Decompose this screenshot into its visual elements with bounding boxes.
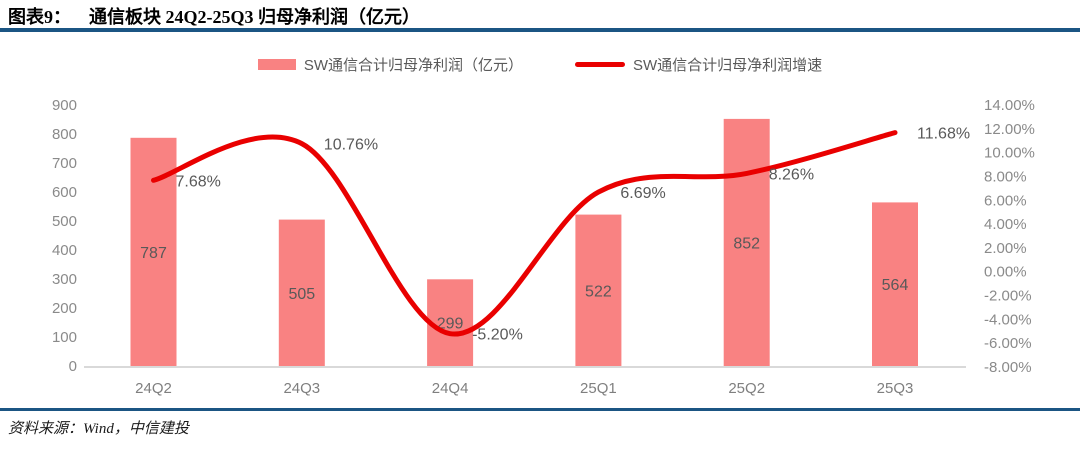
growth-label-25Q2: 8.26%: [769, 166, 814, 183]
y-axis-right-tick-14.00%: 14.00%: [984, 97, 1035, 114]
bar-value-label-24Q3: 505: [288, 286, 315, 303]
legend-item-bar: SW通信合计归母净利润（亿元）: [257, 54, 523, 75]
x-axis-label-25Q2: 25Q2: [728, 380, 765, 397]
growth-label-25Q3: 11.68%: [917, 126, 970, 143]
x-axis-label-24Q3: 24Q3: [283, 380, 320, 397]
y-axis-right-tick--2.00%: -2.00%: [984, 288, 1032, 305]
bar-value-label-25Q3: 564: [882, 277, 909, 294]
legend-item-line: SW通信合计归母净利润增速: [575, 54, 822, 75]
growth-label-24Q2: 7.68%: [176, 173, 221, 190]
y-axis-right-tick--4.00%: -4.00%: [984, 311, 1032, 328]
y-axis-right-tick-8.00%: 8.00%: [984, 169, 1027, 186]
legend-line-label: SW通信合计归母净利润增速: [633, 56, 823, 74]
y-axis-left-tick-900: 900: [52, 97, 77, 114]
y-axis-left-tick-300: 300: [52, 271, 77, 288]
y-axis-right-tick-12.00%: 12.00%: [984, 121, 1035, 138]
title-rule: [0, 28, 1080, 32]
bar-value-label-24Q2: 787: [140, 245, 167, 262]
y-axis-right-tick--8.00%: -8.00%: [984, 359, 1032, 376]
y-axis-left-tick-100: 100: [52, 329, 77, 346]
x-axis-label-24Q2: 24Q2: [135, 380, 172, 397]
growth-line: [151, 130, 898, 337]
bar-24Q4: [427, 279, 474, 366]
growth-label-25Q1: 6.69%: [620, 185, 665, 202]
figure-label: 图表9：: [8, 7, 71, 27]
y-axis-right-tick-6.00%: 6.00%: [984, 192, 1027, 209]
x-axis-label-25Q3: 25Q3: [877, 380, 914, 397]
y-axis-right-tick-4.00%: 4.00%: [984, 216, 1027, 233]
footer-rule: [0, 408, 1080, 411]
y-axis-left-tick-0: 0: [69, 358, 77, 375]
figure-title: 通信板块 24Q2-25Q3 归母净利润（亿元）: [89, 7, 420, 27]
y-axis-right-tick-0.00%: 0.00%: [984, 264, 1027, 281]
bar-24Q3: [278, 219, 325, 366]
bar-25Q1: [575, 214, 622, 366]
y-axis-right-tick-10.00%: 10.00%: [984, 145, 1035, 162]
bar-value-label-25Q2: 852: [733, 236, 760, 253]
bar-swatch-icon: [257, 58, 296, 70]
y-axis-right-tick--6.00%: -6.00%: [984, 335, 1032, 352]
y-axis-left-tick-400: 400: [52, 242, 77, 259]
legend-bar-label: SW通信合计归母净利润（亿元）: [303, 56, 523, 74]
bar-value-label-24Q4: 299: [437, 316, 464, 333]
y-axis-left-tick-200: 200: [52, 300, 77, 317]
y-axis-left-tick-700: 700: [52, 155, 77, 172]
y-axis-left-tick-600: 600: [52, 184, 77, 201]
x-axis-label-25Q1: 25Q1: [580, 380, 617, 397]
y-axis-left-tick-800: 800: [52, 126, 77, 143]
source-note: 资料来源：Wind，中信建投: [8, 421, 189, 437]
line-swatch-icon: [575, 61, 625, 67]
bar-25Q2: [723, 118, 770, 367]
y-axis-left-tick-500: 500: [52, 213, 77, 230]
y-axis-right-tick-2.00%: 2.00%: [984, 240, 1027, 257]
growth-label-24Q3: 10.76%: [324, 137, 378, 154]
figure-title-row: 图表9： 通信板块 24Q2-25Q3 归母净利润（亿元）: [8, 3, 1072, 29]
x-axis-label-24Q4: 24Q4: [432, 380, 469, 397]
bar-value-label-25Q1: 522: [585, 283, 612, 300]
bar-25Q3: [872, 202, 918, 366]
growth-label-24Q4: -5.20%: [472, 327, 523, 344]
chart-legend: SW通信合计归母净利润（亿元） SW通信合计归母净利润增速: [0, 53, 1080, 75]
